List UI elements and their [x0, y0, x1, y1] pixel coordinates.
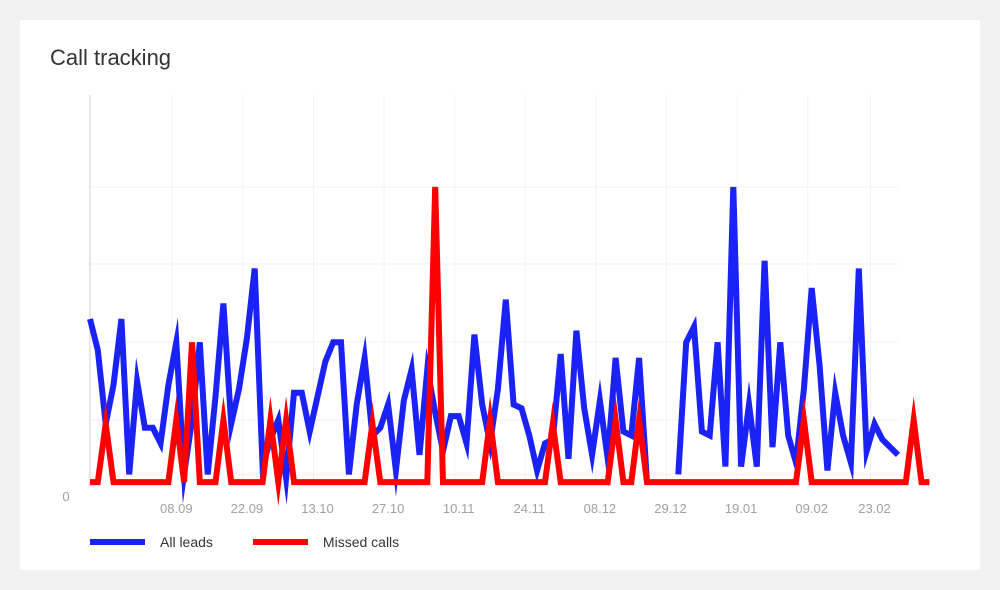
series-layer — [87, 186, 930, 507]
call-tracking-chart: 0 08.09 22.09 13.10 27.10 10.11 24.11 08.12 29.1… — [62, 95, 930, 516]
x-tick-label: 24.11 — [514, 501, 546, 516]
y-tick-label: 0 — [62, 489, 69, 504]
x-tick-label: 08.09 — [160, 501, 193, 516]
x-tick-label: 09.02 — [795, 501, 828, 516]
legend: All leads Missed calls — [90, 534, 439, 550]
x-tick-label: 13.10 — [301, 501, 334, 516]
legend-swatch-all-leads — [90, 539, 145, 545]
x-tick-label: 08.12 — [584, 501, 617, 516]
call-tracking-card: Call tracking 0 08.09 22.09 13.10 27.10 10.11… — [20, 20, 980, 570]
x-tick-label: 27.10 — [372, 501, 405, 516]
legend-item-missed-calls[interactable]: Missed calls — [252, 534, 400, 550]
axis-labels: 0 08.09 22.09 13.10 27.10 10.11 24.11 08.12 29.1… — [62, 489, 890, 516]
legend-swatch-missed-calls — [252, 539, 308, 545]
series-line-missed-calls[interactable] — [90, 186, 930, 507]
legend-item-all-leads[interactable]: All leads — [90, 534, 213, 550]
x-tick-label: 19.01 — [725, 501, 758, 516]
chart-title: Call tracking — [50, 45, 172, 70]
legend-label-missed-calls: Missed calls — [322, 534, 400, 550]
x-tick-label: 22.09 — [231, 501, 264, 516]
x-tick-label: 23.02 — [858, 501, 891, 516]
x-tick-label: 29.12 — [654, 501, 687, 516]
x-tick-label: 10.11 — [443, 501, 475, 516]
legend-label-all-leads: All leads — [160, 534, 213, 550]
